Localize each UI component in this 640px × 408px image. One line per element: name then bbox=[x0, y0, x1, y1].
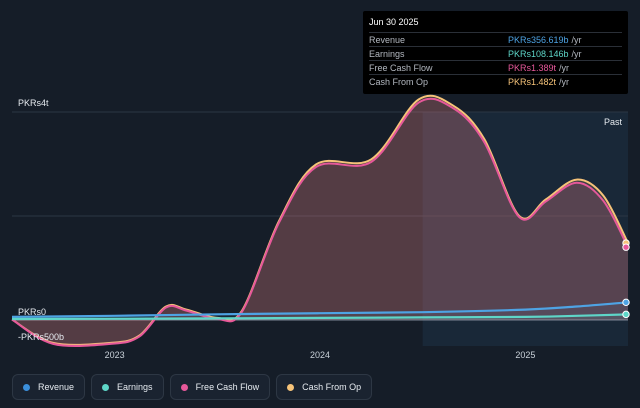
series-layer bbox=[11, 94, 630, 348]
series-end-point[interactable] bbox=[622, 310, 630, 319]
tooltip-value: PKRs1.482t bbox=[508, 76, 557, 87]
legend-label: Free Cash Flow bbox=[195, 382, 260, 392]
tooltip-date: Jun 30 2025 bbox=[369, 17, 419, 27]
series-line-revenue bbox=[11, 301, 629, 318]
legend-item-earnings[interactable]: Earnings bbox=[91, 374, 164, 400]
y-tick-bottom: -PKRs500b bbox=[18, 332, 64, 342]
tooltip-row-free-cash-flow: Free Cash Flow PKRs1.389t/yr bbox=[369, 60, 622, 74]
legend-dot-icon bbox=[23, 383, 30, 391]
tooltip-value: PKRs356.619b bbox=[508, 34, 569, 45]
tooltip-label: Free Cash Flow bbox=[369, 62, 433, 73]
series-area-free-cash-flow bbox=[12, 98, 628, 347]
x-axis: 2023 2024 2025 bbox=[105, 350, 536, 360]
legend-item-cash-from-op[interactable]: Cash From Op bbox=[276, 374, 373, 400]
legend-dot-icon bbox=[287, 383, 295, 391]
series-area-cash-from-op bbox=[12, 95, 628, 345]
series-end-point[interactable] bbox=[622, 243, 630, 251]
tooltip-label: Earnings bbox=[369, 48, 405, 59]
tooltip-unit: /yr bbox=[571, 48, 582, 59]
series-line-free-cash-flow bbox=[11, 97, 629, 348]
legend-item-revenue[interactable]: Revenue bbox=[12, 374, 86, 400]
tooltip-value: PKRs1.389t bbox=[508, 62, 557, 73]
series-line-earnings bbox=[11, 313, 629, 321]
tooltip-value: PKRs108.146b bbox=[508, 48, 569, 59]
tooltip-unit: /yr bbox=[559, 76, 570, 87]
past-label: Past bbox=[604, 117, 623, 127]
tooltip-row-cash-from-op: Cash From Op PKRs1.482t/yr bbox=[369, 74, 622, 88]
y-tick-zero: PKRs0 bbox=[18, 307, 46, 317]
tooltip-unit: /yr bbox=[571, 34, 582, 45]
tooltip-row-revenue: Revenue PKRs356.619b/yr bbox=[369, 32, 622, 46]
legend-dot-icon bbox=[180, 383, 188, 391]
past-region bbox=[422, 112, 628, 346]
tooltip-label: Revenue bbox=[369, 34, 406, 45]
legend-item-free-cash-flow[interactable]: Free Cash Flow bbox=[169, 374, 271, 400]
legend-dot-icon bbox=[102, 383, 110, 391]
legend-label: Revenue bbox=[38, 382, 75, 392]
tooltip-unit: /yr bbox=[559, 62, 570, 73]
legend: Revenue Earnings Free Cash Flow Cash Fro… bbox=[12, 374, 373, 400]
x-tick-label: 2024 bbox=[310, 350, 330, 360]
series-end-point[interactable] bbox=[622, 298, 630, 307]
y-tick-top: PKRs4t bbox=[18, 98, 49, 108]
x-tick-label: 2025 bbox=[515, 350, 535, 360]
legend-label: Earnings bbox=[117, 382, 153, 392]
tooltip-label: Cash From Op bbox=[369, 76, 429, 87]
x-tick-label: 2023 bbox=[105, 350, 125, 360]
legend-label: Cash From Op bbox=[302, 382, 362, 392]
tooltip: Jun 30 2025 Revenue PKRs356.619b/yr Earn… bbox=[363, 11, 628, 94]
tooltip-row-earnings: Earnings PKRs108.146b/yr bbox=[369, 46, 622, 60]
